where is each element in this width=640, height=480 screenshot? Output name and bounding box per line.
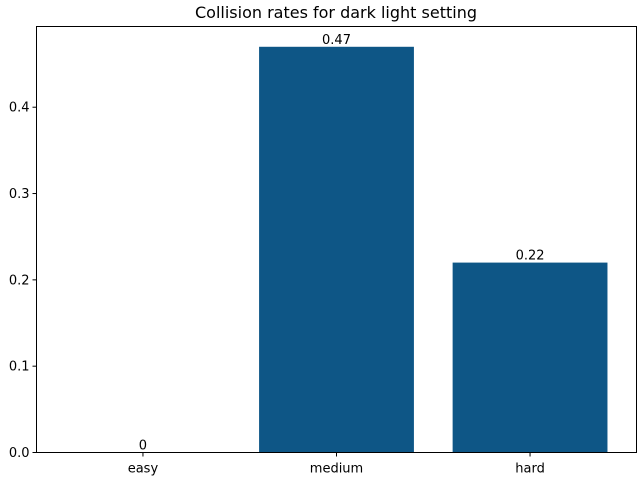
y-tick-label: 0.3 [9,187,30,202]
data-label-easy: 0 [139,439,147,454]
x-tick-label: easy [128,462,159,477]
bar-hard [452,262,608,453]
bars [259,46,608,453]
x-tick-label: hard [515,462,545,477]
y-tick-label: 0.2 [9,273,30,288]
chart-title: Collision rates for dark light setting [195,3,477,22]
y-tick-label: 0.1 [9,360,30,375]
y-tick-label: 0.0 [9,446,30,461]
x-tick-label: medium [310,462,363,477]
data-label-hard: 0.22 [516,249,545,264]
x-axis: easy medium hard [128,452,545,477]
data-labels: 0 0.47 0.22 [139,33,545,454]
data-label-medium: 0.47 [322,33,351,48]
y-axis: 0.0 0.1 0.2 0.3 0.4 [9,101,37,461]
y-tick-label: 0.4 [9,101,30,116]
plot-frame [36,26,637,453]
bar-medium [259,46,414,453]
